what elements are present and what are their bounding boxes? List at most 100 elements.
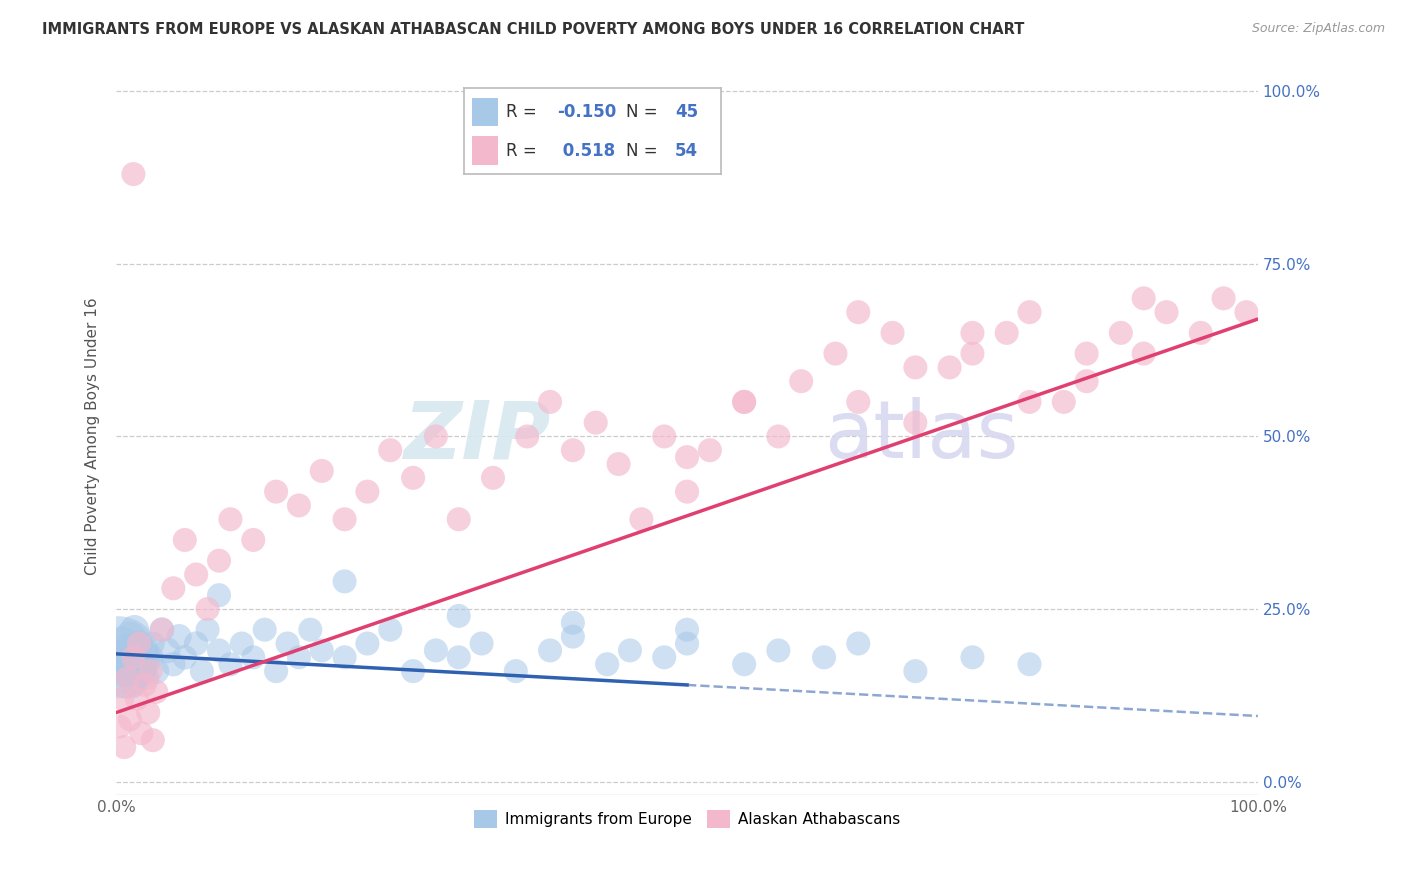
Point — [1053, 395, 1076, 409]
Point — [380, 623, 402, 637]
Point — [120, 657, 142, 672]
Point — [402, 471, 425, 485]
Point — [1076, 346, 1098, 360]
Point — [128, 664, 150, 678]
Point — [846, 636, 869, 650]
Point — [276, 636, 298, 650]
Point — [186, 567, 208, 582]
Point — [733, 657, 755, 672]
Point — [447, 650, 470, 665]
Point — [596, 657, 619, 672]
Point — [561, 630, 583, 644]
Point — [619, 643, 641, 657]
Point — [125, 650, 148, 665]
Point — [125, 691, 148, 706]
Point — [824, 346, 846, 360]
Point — [167, 630, 190, 644]
Point — [173, 650, 195, 665]
Point — [333, 512, 356, 526]
Point — [652, 650, 675, 665]
Point — [311, 464, 333, 478]
Point — [128, 636, 150, 650]
Point — [356, 484, 378, 499]
Point — [676, 636, 699, 650]
Point — [118, 713, 141, 727]
Point — [162, 657, 184, 672]
Point — [208, 643, 231, 657]
Point — [516, 429, 538, 443]
Point — [768, 429, 790, 443]
Point — [131, 726, 153, 740]
Point — [904, 360, 927, 375]
Point — [1132, 346, 1154, 360]
Point — [447, 608, 470, 623]
Point — [962, 346, 984, 360]
Legend: Immigrants from Europe, Alaskan Athabascans: Immigrants from Europe, Alaskan Athabasc… — [468, 804, 905, 834]
Point — [139, 650, 162, 665]
Point — [129, 636, 152, 650]
Point — [904, 416, 927, 430]
Point — [173, 533, 195, 547]
Point — [585, 416, 607, 430]
Point — [142, 636, 165, 650]
Point — [122, 167, 145, 181]
Point — [561, 443, 583, 458]
Point — [131, 657, 153, 672]
Point — [191, 664, 214, 678]
Point — [962, 650, 984, 665]
Point — [134, 643, 156, 657]
Point — [288, 650, 311, 665]
Point — [299, 623, 322, 637]
Point — [538, 395, 561, 409]
Y-axis label: Child Poverty Among Boys Under 16: Child Poverty Among Boys Under 16 — [86, 298, 100, 575]
Point — [676, 450, 699, 464]
Point — [156, 643, 179, 657]
Point — [242, 533, 264, 547]
Point — [380, 443, 402, 458]
Point — [108, 657, 131, 672]
Point — [112, 664, 135, 678]
Point — [447, 512, 470, 526]
Point — [1076, 374, 1098, 388]
Point — [995, 326, 1018, 340]
Point — [162, 582, 184, 596]
Point — [1132, 291, 1154, 305]
Point — [186, 636, 208, 650]
Point — [1109, 326, 1132, 340]
Point — [733, 395, 755, 409]
Point — [1156, 305, 1178, 319]
Point — [333, 574, 356, 589]
Point — [288, 499, 311, 513]
Point — [219, 512, 242, 526]
Point — [253, 623, 276, 637]
Point — [482, 471, 505, 485]
Point — [425, 643, 447, 657]
Point — [938, 360, 960, 375]
Point — [142, 733, 165, 747]
Point — [150, 623, 173, 637]
Point — [425, 429, 447, 443]
Point — [846, 395, 869, 409]
Point — [264, 484, 287, 499]
Point — [134, 678, 156, 692]
Text: IMMIGRANTS FROM EUROPE VS ALASKAN ATHABASCAN CHILD POVERTY AMONG BOYS UNDER 16 C: IMMIGRANTS FROM EUROPE VS ALASKAN ATHABA… — [42, 22, 1025, 37]
Point — [904, 664, 927, 678]
Point — [231, 636, 253, 650]
Point — [118, 643, 141, 657]
Point — [607, 457, 630, 471]
Point — [846, 305, 869, 319]
Point — [150, 623, 173, 637]
Point — [882, 326, 904, 340]
Point — [136, 706, 159, 720]
Point — [107, 650, 129, 665]
Point — [790, 374, 813, 388]
Point — [652, 429, 675, 443]
Point — [219, 657, 242, 672]
Point — [112, 740, 135, 755]
Point — [1018, 305, 1040, 319]
Point — [1018, 657, 1040, 672]
Point — [124, 623, 146, 637]
Point — [111, 691, 134, 706]
Point — [208, 588, 231, 602]
Point — [197, 602, 219, 616]
